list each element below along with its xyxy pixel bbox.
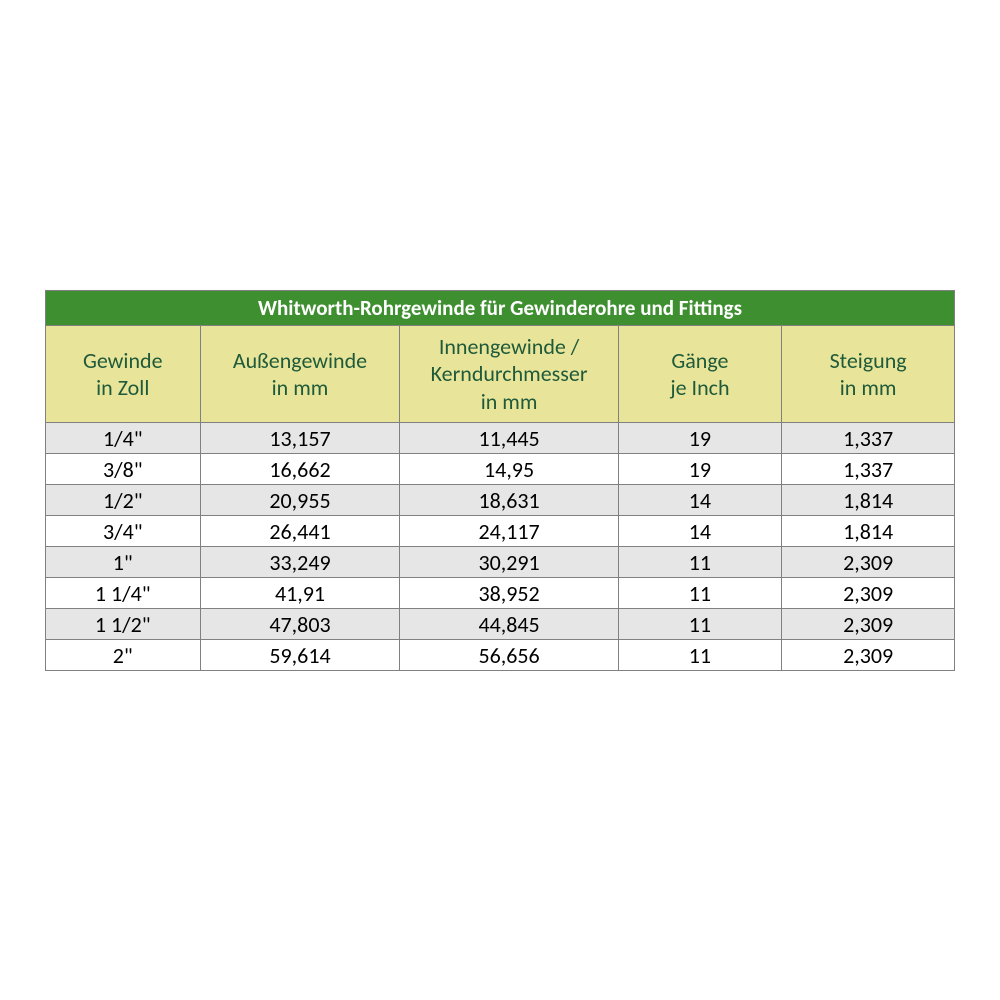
cell: 41,91: [200, 578, 400, 609]
cell: 2": [46, 640, 201, 671]
table-row: 1/4"13,15711,445191,337: [46, 423, 955, 454]
cell: 14: [618, 485, 782, 516]
cell: 24,117: [400, 516, 618, 547]
header-text: Steigung: [830, 347, 907, 374]
header-text: in mm: [272, 374, 329, 401]
col-header-4: Steigungin mm: [782, 326, 955, 423]
header-text: Innengewinde /: [439, 333, 580, 360]
table-row: 3/8"16,66214,95191,337: [46, 454, 955, 485]
header-text: Außengewinde: [233, 347, 367, 374]
cell: 56,656: [400, 640, 618, 671]
cell: 14,95: [400, 454, 618, 485]
cell: 1 1/2": [46, 609, 201, 640]
cell: 3/4": [46, 516, 201, 547]
table-row: 1/2"20,95518,631141,814: [46, 485, 955, 516]
cell: 11: [618, 578, 782, 609]
cell: 11: [618, 547, 782, 578]
col-header-3: Gängeje Inch: [618, 326, 782, 423]
cell: 2,309: [782, 547, 955, 578]
cell: 16,662: [200, 454, 400, 485]
header-text: in mm: [840, 374, 897, 401]
cell: 1/2": [46, 485, 201, 516]
whitworth-table: Whitworth-Rohrgewinde für Gewinderohre u…: [45, 290, 955, 671]
cell: 26,441: [200, 516, 400, 547]
cell: 59,614: [200, 640, 400, 671]
cell: 1,814: [782, 485, 955, 516]
cell: 19: [618, 423, 782, 454]
cell: 30,291: [400, 547, 618, 578]
table-body: 1/4"13,15711,445191,3373/8"16,66214,9519…: [46, 423, 955, 671]
cell: 19: [618, 454, 782, 485]
header-text: je Inch: [670, 374, 729, 401]
cell: 2,309: [782, 640, 955, 671]
table-row: 1 1/2"47,80344,845112,309: [46, 609, 955, 640]
cell: 1,814: [782, 516, 955, 547]
col-header-2: Innengewinde /Kerndurchmesserin mm: [400, 326, 618, 423]
header-text: Gewinde: [83, 347, 163, 374]
header-text: Gänge: [671, 347, 728, 374]
cell: 1,337: [782, 454, 955, 485]
cell: 2,309: [782, 578, 955, 609]
header-row: Gewindein ZollAußengewindein mmInnengewi…: [46, 326, 955, 423]
cell: 1,337: [782, 423, 955, 454]
cell: 13,157: [200, 423, 400, 454]
table-row: 3/4"26,44124,117141,814: [46, 516, 955, 547]
header-text: in mm: [481, 388, 538, 415]
table-row: 2"59,61456,656112,309: [46, 640, 955, 671]
cell: 11: [618, 640, 782, 671]
cell: 2,309: [782, 609, 955, 640]
cell: 14: [618, 516, 782, 547]
col-header-1: Außengewindein mm: [200, 326, 400, 423]
header-text: Kerndurchmesser: [431, 360, 588, 387]
cell: 38,952: [400, 578, 618, 609]
cell: 11,445: [400, 423, 618, 454]
cell: 18,631: [400, 485, 618, 516]
table-row: 1 1/4"41,9138,952112,309: [46, 578, 955, 609]
cell: 3/8": [46, 454, 201, 485]
cell: 44,845: [400, 609, 618, 640]
title-row: Whitworth-Rohrgewinde für Gewinderohre u…: [46, 291, 955, 326]
table-row: 1"33,24930,291112,309: [46, 547, 955, 578]
header-text: in Zoll: [96, 374, 149, 401]
table-container: Whitworth-Rohrgewinde für Gewinderohre u…: [45, 290, 955, 671]
cell: 33,249: [200, 547, 400, 578]
cell: 47,803: [200, 609, 400, 640]
cell: 11: [618, 609, 782, 640]
cell: 1": [46, 547, 201, 578]
cell: 1 1/4": [46, 578, 201, 609]
cell: 20,955: [200, 485, 400, 516]
cell: 1/4": [46, 423, 201, 454]
col-header-0: Gewindein Zoll: [46, 326, 201, 423]
table-title: Whitworth-Rohrgewinde für Gewinderohre u…: [46, 291, 955, 326]
